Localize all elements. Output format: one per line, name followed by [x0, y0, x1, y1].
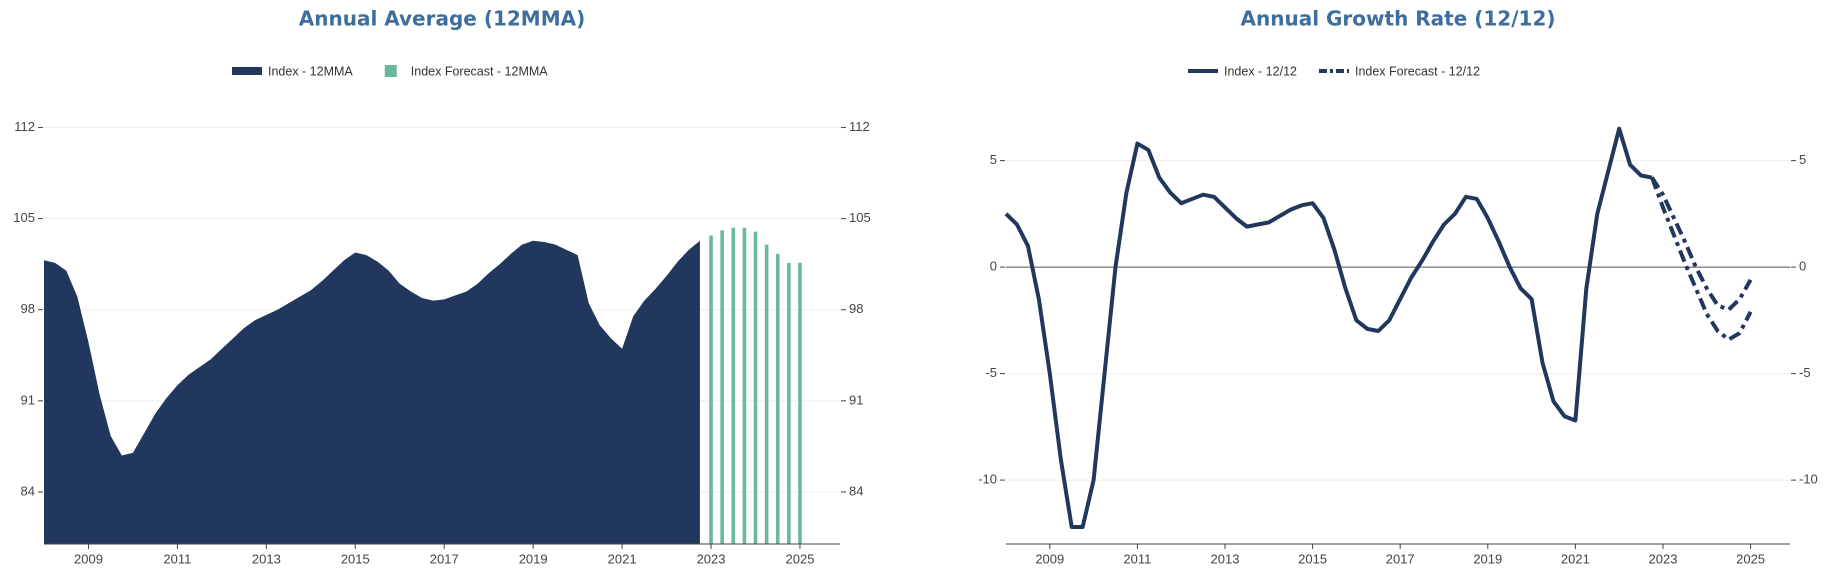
x-tick-label: 2023	[1649, 551, 1678, 566]
chart-title: Annual Growth Rate (12/12)	[1241, 7, 1556, 31]
x-tick-label: 2009	[1035, 551, 1064, 566]
y-tick-label: 105	[13, 210, 35, 225]
x-tick-label: 2013	[1211, 551, 1240, 566]
x-tick-label: 2025	[1736, 551, 1765, 566]
x-tick-label: 2011	[1123, 551, 1151, 566]
bar	[787, 262, 791, 544]
chart-title: Annual Average (12MMA)	[299, 7, 585, 31]
x-tick-label: 2025	[786, 551, 815, 566]
x-tick-label: 2009	[74, 551, 103, 566]
y2-tick-label: -10	[1799, 472, 1818, 487]
x-tick-label: 2013	[252, 551, 281, 566]
bar	[775, 253, 780, 545]
y2-tick-label: -5	[1799, 365, 1811, 380]
y-tick-label: -5	[985, 365, 997, 380]
x-tick-label: 2021	[608, 551, 637, 566]
y-tick-label: 98	[21, 301, 35, 316]
x-tick-label: 2019	[519, 551, 548, 566]
x-tick-label: 2015	[1298, 551, 1327, 566]
y-tick-label: 84	[21, 483, 35, 498]
x-tick-label: 2011	[163, 551, 191, 566]
y2-tick-label: 0	[1799, 259, 1806, 274]
line	[1650, 176, 1753, 342]
y-tick-label: 5	[990, 152, 997, 167]
bar	[753, 231, 758, 544]
y-tick-label: -10	[978, 472, 997, 487]
y2-tick-label: 91	[849, 392, 863, 407]
y2-tick-label: 84	[849, 483, 863, 498]
legend-label: Index - 12/12	[1224, 64, 1297, 78]
legend-swatch	[384, 65, 397, 77]
x-tick-label: 2023	[697, 551, 726, 566]
bar	[720, 230, 724, 544]
legend-label: Index Forecast - 12MMA	[411, 64, 549, 78]
x-tick-label: 2021	[1561, 551, 1590, 566]
x-tick-label: 2017	[430, 551, 459, 566]
area	[44, 240, 700, 544]
bar	[709, 235, 713, 544]
bar	[764, 244, 769, 544]
legend-label: Index Forecast - 12/12	[1355, 64, 1480, 78]
x-tick-label: 2017	[1386, 551, 1415, 566]
y-tick-label: 0	[990, 259, 997, 274]
bar	[731, 227, 736, 545]
x-tick-label: 2019	[1473, 551, 1502, 566]
legend-label: Index - 12MMA	[268, 64, 353, 78]
line	[1004, 126, 1653, 529]
x-tick-label: 2015	[341, 551, 370, 566]
y-tick-label: 112	[14, 119, 35, 134]
bar	[798, 262, 802, 544]
line	[1650, 176, 1753, 312]
legend-swatch	[232, 67, 262, 75]
y2-tick-label: 112	[849, 119, 870, 134]
bar	[742, 227, 747, 545]
y-tick-label: 91	[21, 392, 35, 407]
y2-tick-label: 105	[849, 210, 871, 225]
y2-tick-label: 98	[849, 301, 863, 316]
y2-tick-label: 5	[1799, 152, 1806, 167]
